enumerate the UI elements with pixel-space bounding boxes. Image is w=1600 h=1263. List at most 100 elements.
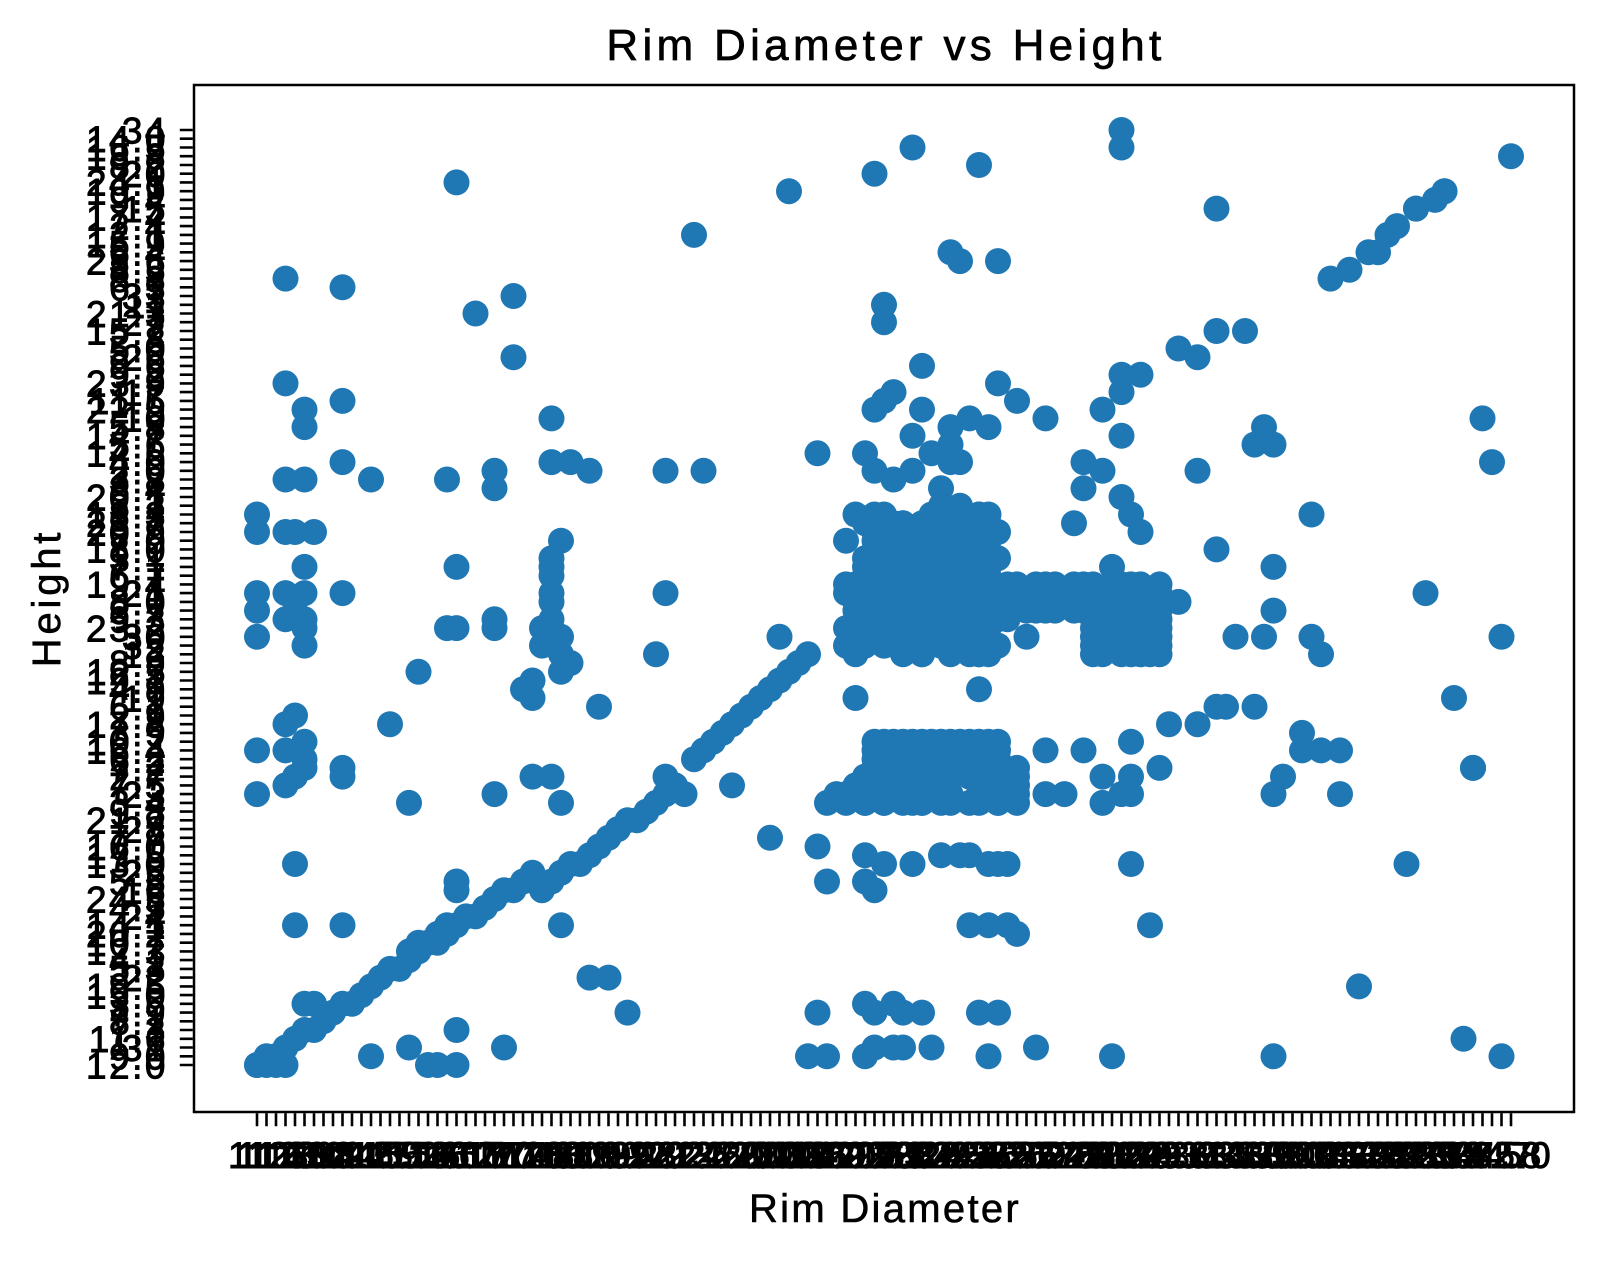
- svg-text:20.1: 20.1: [730, 1135, 812, 1176]
- svg-text:15.2: 15.2: [86, 311, 168, 352]
- svg-text:2.1: 2.1: [637, 1135, 696, 1176]
- svg-text:33.2: 33.2: [1405, 1135, 1487, 1176]
- svg-text:3.5: 3.5: [109, 984, 168, 1025]
- svg-text:12: 12: [122, 635, 168, 676]
- svg-text:3.2: 3.2: [109, 486, 168, 527]
- svg-text:17.2: 17.2: [464, 1135, 546, 1176]
- svg-text:20.9: 20.9: [86, 512, 168, 553]
- svg-text:15.3: 15.3: [369, 1135, 451, 1176]
- svg-text:24: 24: [919, 1135, 965, 1176]
- svg-text:15.4: 15.4: [379, 1135, 461, 1176]
- svg-text:5.0: 5.0: [109, 329, 168, 370]
- svg-text:29: 29: [1128, 1135, 1174, 1176]
- svg-text:19.7: 19.7: [588, 1135, 670, 1176]
- svg-text:4.1: 4.1: [109, 940, 168, 981]
- svg-text:30.5: 30.5: [1281, 1135, 1363, 1176]
- svg-text:26: 26: [122, 338, 168, 379]
- svg-text:9.3: 9.3: [109, 600, 168, 641]
- svg-text:3.6: 3.6: [1207, 1135, 1266, 1176]
- svg-text:33: 33: [122, 276, 168, 317]
- svg-text:8.5: 8.5: [109, 250, 168, 291]
- svg-text:31.2: 31.2: [1319, 1135, 1401, 1176]
- svg-text:26.4: 26.4: [1006, 1135, 1088, 1176]
- svg-text:3.1: 3.1: [109, 539, 168, 580]
- svg-text:23.7: 23.7: [86, 504, 168, 545]
- svg-text:25.5: 25.5: [958, 1135, 1040, 1176]
- svg-text:5.3: 5.3: [109, 949, 168, 990]
- svg-text:17: 17: [463, 1135, 509, 1176]
- svg-text:19.1: 19.1: [569, 1135, 651, 1176]
- svg-text:21.6: 21.6: [825, 1135, 907, 1176]
- svg-text:11.6: 11.6: [89, 1019, 168, 1060]
- svg-text:16.2: 16.2: [417, 1135, 499, 1176]
- svg-text:16: 16: [416, 1135, 462, 1176]
- svg-text:7.1: 7.1: [109, 547, 168, 588]
- svg-text:2.7: 2.7: [694, 1135, 753, 1176]
- svg-text:3.3: 3.3: [1179, 1135, 1238, 1176]
- svg-text:34.7: 34.7: [1452, 1135, 1534, 1176]
- svg-text:16.5: 16.5: [86, 128, 168, 169]
- svg-text:6.1: 6.1: [109, 687, 168, 728]
- svg-text:29.3: 29.3: [1120, 1135, 1202, 1176]
- svg-text:7.2: 7.2: [109, 748, 168, 789]
- svg-text:28.2: 28.2: [1063, 1135, 1145, 1176]
- svg-text:29.6: 29.6: [1129, 1135, 1211, 1176]
- svg-text:24.8: 24.8: [930, 1135, 1012, 1176]
- svg-text:18.0: 18.0: [521, 1135, 603, 1176]
- svg-text:6.3: 6.3: [109, 268, 168, 309]
- svg-text:19.4: 19.4: [578, 1135, 660, 1176]
- svg-text:19.4: 19.4: [86, 565, 168, 606]
- svg-text:28.4: 28.4: [1082, 1135, 1164, 1176]
- svg-text:34.8: 34.8: [1462, 1135, 1544, 1176]
- svg-text:20.0: 20.0: [721, 1135, 803, 1176]
- svg-text:2.0: 2.0: [628, 1135, 687, 1176]
- svg-text:2.3: 2.3: [656, 1135, 715, 1176]
- svg-text:25.2: 25.2: [949, 1135, 1031, 1176]
- svg-text:6.7: 6.7: [109, 556, 168, 597]
- svg-text:14.7: 14.7: [331, 1135, 413, 1176]
- svg-text:18.6: 18.6: [540, 1135, 622, 1176]
- svg-text:33.0: 33.0: [1395, 1135, 1477, 1176]
- svg-text:12.1: 12.1: [246, 1135, 328, 1176]
- svg-text:32.3: 32.3: [1367, 1135, 1449, 1176]
- svg-text:2.9: 2.9: [109, 696, 168, 737]
- svg-text:7.5: 7.5: [109, 766, 168, 807]
- svg-text:32.2: 32.2: [1357, 1135, 1439, 1176]
- svg-text:2.4: 2.4: [666, 1135, 725, 1176]
- svg-text:14.1: 14.1: [86, 906, 168, 947]
- svg-text:31: 31: [1318, 1135, 1364, 1176]
- svg-text:18.8: 18.8: [86, 137, 168, 178]
- svg-text:9.4: 9.4: [109, 180, 168, 221]
- svg-text:14: 14: [311, 1135, 357, 1176]
- svg-text:19.0: 19.0: [86, 975, 168, 1016]
- svg-text:18.8: 18.8: [550, 1135, 632, 1176]
- svg-text:3.4: 3.4: [109, 783, 168, 824]
- svg-text:13.0: 13.0: [86, 844, 168, 885]
- svg-text:30.0: 30.0: [1243, 1135, 1325, 1176]
- svg-text:15: 15: [122, 189, 168, 230]
- svg-text:7.7: 7.7: [109, 818, 168, 859]
- svg-text:30.2: 30.2: [1262, 1135, 1344, 1176]
- svg-text:18: 18: [530, 1135, 576, 1176]
- svg-text:23: 23: [881, 1135, 927, 1176]
- svg-text:25.7: 25.7: [977, 1135, 1059, 1176]
- svg-text:10: 10: [122, 399, 168, 440]
- svg-text:16.5: 16.5: [426, 1135, 508, 1176]
- svg-text:2.0: 2.0: [109, 451, 168, 492]
- svg-text:11: 11: [125, 285, 168, 326]
- svg-text:23.2: 23.2: [873, 1135, 955, 1176]
- svg-text:25.9: 25.9: [987, 1135, 1069, 1176]
- svg-text:17.8: 17.8: [86, 705, 168, 746]
- svg-text:19.5: 19.5: [86, 967, 168, 1008]
- svg-text:13.0: 13.0: [265, 1135, 347, 1176]
- svg-text:14.7: 14.7: [86, 416, 168, 457]
- svg-text:17.7: 17.7: [493, 1135, 575, 1176]
- svg-text:19: 19: [577, 1135, 623, 1176]
- svg-text:20.7: 20.7: [778, 1135, 860, 1176]
- svg-text:9.0: 9.0: [109, 1037, 168, 1078]
- svg-text:30.7: 30.7: [1291, 1135, 1373, 1176]
- svg-text:27.0: 27.0: [1034, 1135, 1116, 1176]
- svg-text:22.9: 22.9: [86, 390, 168, 431]
- svg-text:7.3: 7.3: [109, 1010, 168, 1051]
- svg-text:26: 26: [1014, 1135, 1060, 1176]
